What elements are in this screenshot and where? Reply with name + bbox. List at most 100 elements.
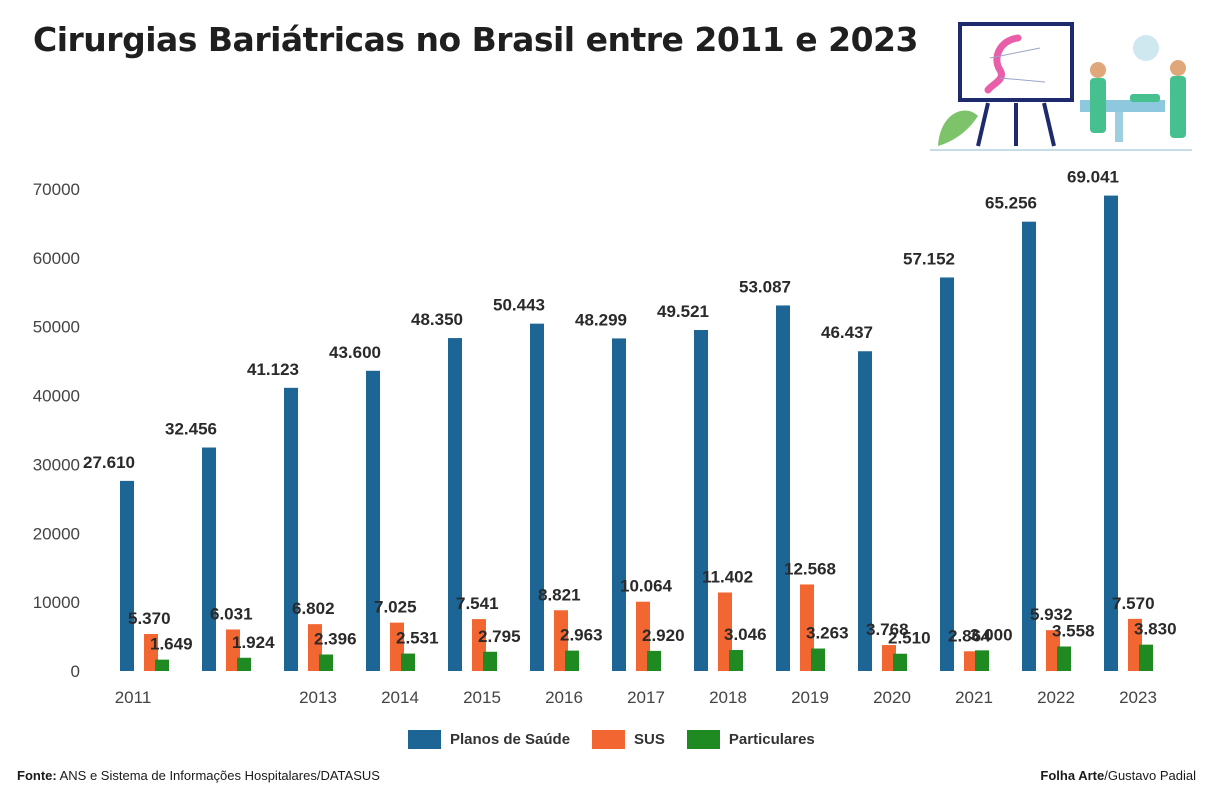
y-tick-label: 0 <box>71 662 80 681</box>
bar-planos <box>1104 195 1118 671</box>
y-tick-label: 70000 <box>33 180 80 199</box>
bar-particulares <box>1057 646 1071 671</box>
data-label-sus: 5.370 <box>128 609 171 628</box>
y-tick-label: 20000 <box>33 524 80 543</box>
source-text: ANS e Sistema de Informações Hospitalare… <box>56 768 380 783</box>
data-label-planos: 27.610 <box>83 453 135 472</box>
data-label-particulares: 3.558 <box>1052 622 1095 641</box>
bar-sus <box>1046 630 1060 671</box>
x-tick-label: 2016 <box>545 688 583 707</box>
chart-title: Cirurgias Bariátricas no Brasil entre 20… <box>33 20 918 59</box>
data-label-planos: 48.299 <box>575 310 627 329</box>
data-label-sus: 2.864 <box>948 626 991 645</box>
bar-planos <box>366 370 380 671</box>
data-label-sus: 7.570 <box>1112 594 1155 613</box>
bar-particulares <box>811 648 825 671</box>
x-tick-label: 2011 <box>115 688 152 707</box>
bar-particulares <box>1139 644 1153 671</box>
data-label-particulares: 3.046 <box>724 625 767 644</box>
credit-label: Folha Arte <box>1040 768 1105 783</box>
bar-planos <box>1022 221 1036 671</box>
bar-sus <box>308 624 322 671</box>
bar-particulares <box>483 651 497 671</box>
data-label-sus: 6.802 <box>292 599 335 618</box>
data-label-sus: 11.402 <box>702 567 753 586</box>
bar-sus <box>800 584 814 671</box>
bar-particulares <box>975 650 989 671</box>
bar-particulares <box>155 659 169 671</box>
bariatric-surgery-illustration <box>930 22 1192 151</box>
x-tick-label: 2022 <box>1037 688 1075 707</box>
y-tick-label: 60000 <box>33 249 80 268</box>
bar-sus <box>144 634 158 671</box>
legend-label-particulares: Particulares <box>728 731 815 748</box>
legend-swatch-planos <box>408 730 441 749</box>
bar-planos <box>694 330 708 671</box>
data-label-sus: 7.025 <box>374 598 417 617</box>
bar-planos <box>776 305 790 671</box>
legend-label-planos: Planos de Saúde <box>450 731 571 748</box>
legend-item-sus: SUS <box>592 730 665 749</box>
bar-sus <box>472 619 486 671</box>
data-label-particulares: 1.649 <box>150 635 193 654</box>
y-tick-label: 50000 <box>33 318 80 337</box>
bar-planos <box>202 447 216 671</box>
x-tick-label: 2020 <box>873 688 911 707</box>
bar-planos <box>612 338 626 671</box>
data-label-particulares: 2.531 <box>396 629 439 648</box>
data-label-planos: 53.087 <box>739 277 791 296</box>
data-label-sus: 10.064 <box>620 577 673 596</box>
bar-sus <box>1128 618 1142 671</box>
chart-legend: Planos de Saúde SUS Particulares <box>408 730 837 749</box>
data-label-planos: 57.152 <box>903 249 955 268</box>
data-label-particulares: 2.920 <box>642 626 685 645</box>
x-tick-label: 2019 <box>791 688 829 707</box>
data-label-planos: 46.437 <box>821 323 873 342</box>
data-label-particulares: 3.000 <box>970 625 1013 644</box>
bar-sus <box>554 610 568 671</box>
bar-sus <box>882 645 896 671</box>
data-label-particulares: 3.830 <box>1134 620 1177 639</box>
data-label-sus: 6.031 <box>210 604 253 623</box>
data-label-planos: 41.123 <box>247 360 299 379</box>
y-tick-label: 40000 <box>33 387 80 406</box>
data-label-planos: 49.521 <box>657 302 709 321</box>
data-label-planos: 48.350 <box>411 310 463 329</box>
x-tick-label: 2014 <box>381 688 419 707</box>
legend-swatch-sus <box>592 730 626 749</box>
x-tick-label: 2013 <box>299 688 337 707</box>
bar-planos <box>120 480 134 671</box>
source-label: Fonte: <box>17 768 57 783</box>
data-label-particulares: 2.510 <box>888 629 931 648</box>
bar-particulares <box>647 650 661 671</box>
data-label-sus: 3.768 <box>866 620 909 639</box>
legend-swatch-particulares <box>686 730 720 749</box>
data-label-sus: 12.568 <box>784 559 836 578</box>
bar-sus <box>636 601 650 671</box>
bar-particulares <box>319 654 333 671</box>
bar-sus <box>226 629 240 671</box>
bar-particulares <box>729 650 743 671</box>
bar-planos <box>858 351 872 671</box>
credit-note: Folha Arte/Gustavo Padial <box>1040 768 1196 783</box>
bar-particulares <box>893 653 907 671</box>
data-label-planos: 43.600 <box>329 343 381 362</box>
data-label-sus: 7.541 <box>456 594 499 613</box>
bar-planos <box>940 277 954 671</box>
legend-label-sus: SUS <box>634 731 665 748</box>
x-tick-label: 2015 <box>463 688 501 707</box>
bar-sus <box>390 622 404 671</box>
data-label-particulares: 3.263 <box>806 624 849 643</box>
bar-sus <box>718 592 732 671</box>
bar-particulares <box>565 650 579 671</box>
data-label-sus: 8.821 <box>538 585 581 604</box>
bar-particulares <box>401 653 415 671</box>
data-label-particulares: 2.963 <box>560 626 603 645</box>
x-tick-label: 2017 <box>627 688 665 707</box>
bar-planos <box>530 323 544 671</box>
source-note: Fonte: ANS e Sistema de Informações Hosp… <box>17 768 380 783</box>
data-label-planos: 50.443 <box>493 296 545 315</box>
data-label-particulares: 2.396 <box>314 630 357 649</box>
bar-sus <box>964 651 978 671</box>
